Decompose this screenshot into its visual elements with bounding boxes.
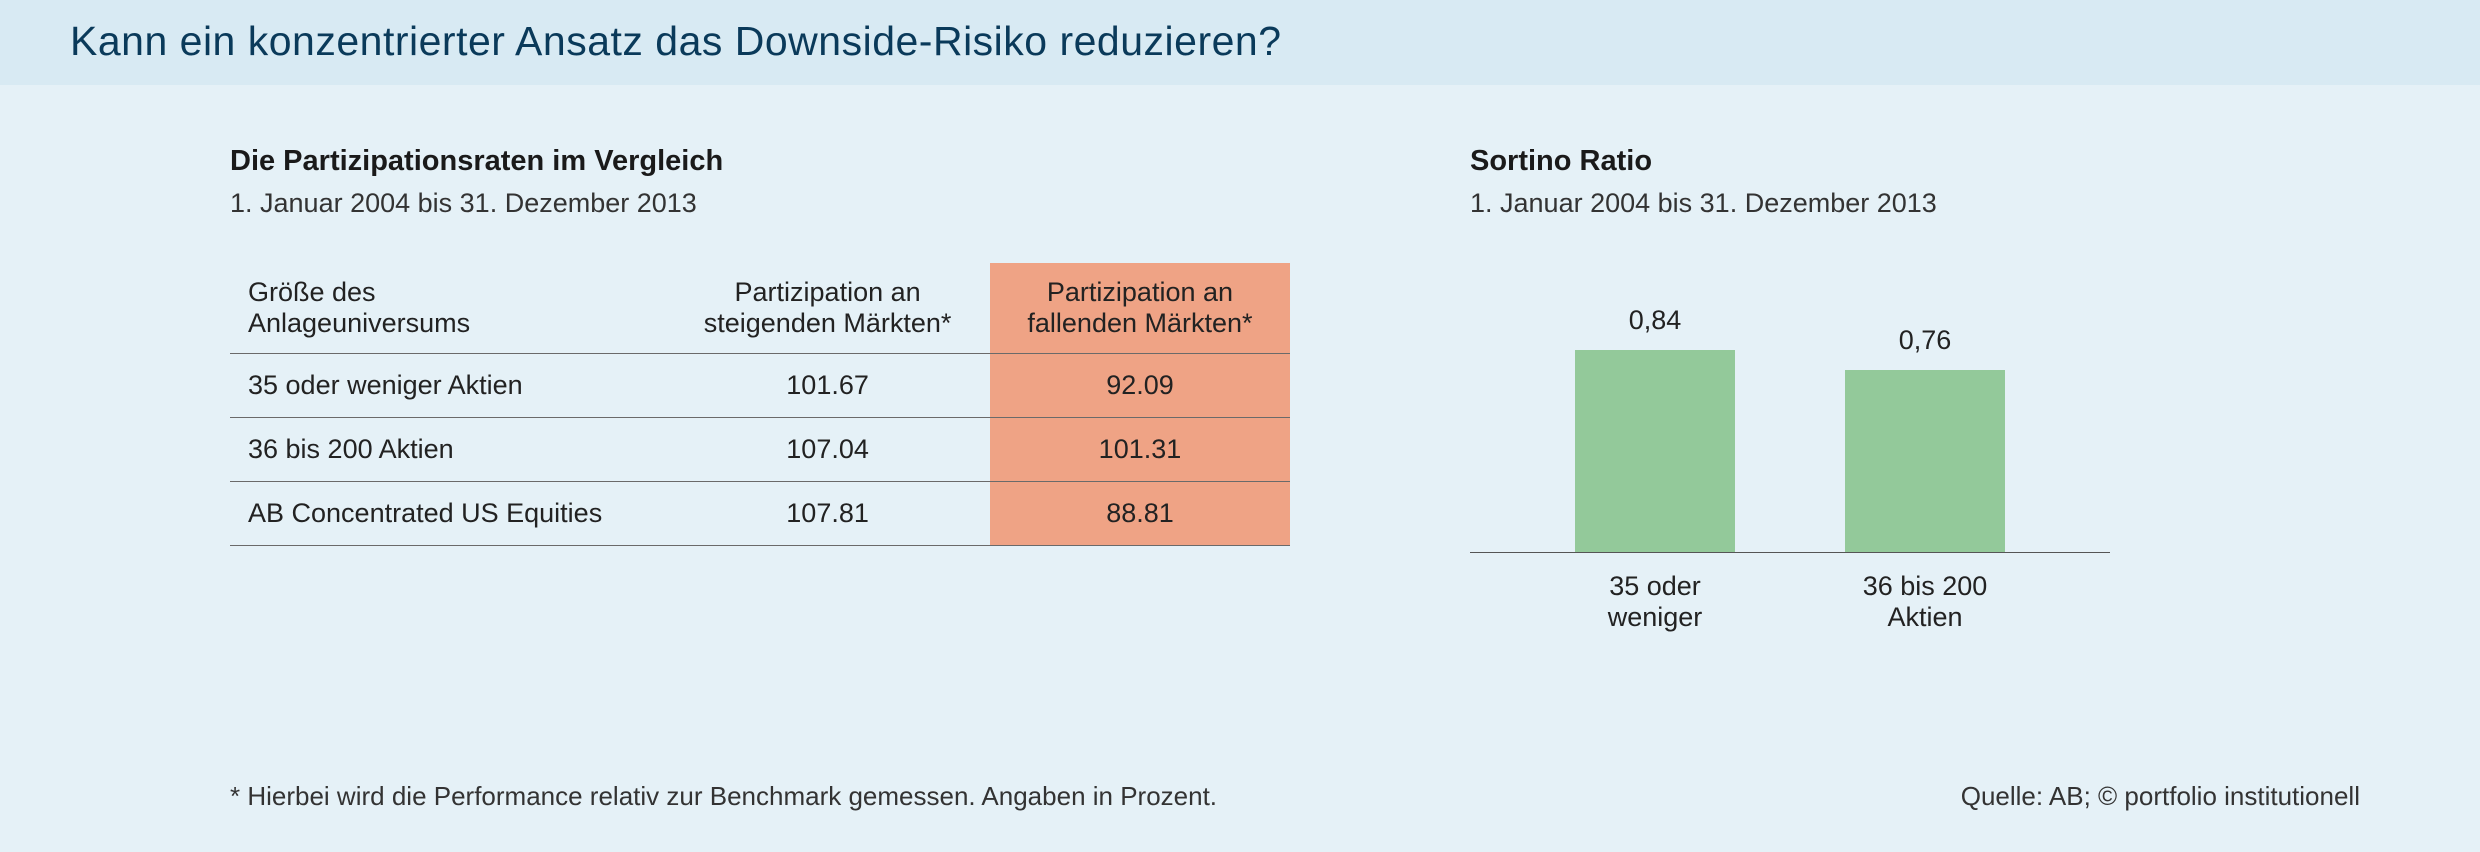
table-row: 36 bis 200 Aktien 107.04 101.31 <box>230 418 1290 482</box>
content-area: Die Partizipationsraten im Vergleich 1. … <box>0 85 2480 761</box>
source-attribution: Quelle: AB; © portfolio institutionell <box>1961 781 2360 812</box>
table-header-down: Partizipation an fallenden Märkten* <box>990 263 1290 354</box>
chart-subtitle: 1. Januar 2004 bis 31. Dezember 2013 <box>1470 188 2110 219</box>
chart-title: Sortino Ratio <box>1470 145 2110 178</box>
cell-up: 101.67 <box>665 354 990 418</box>
table-subtitle: 1. Januar 2004 bis 31. Dezember 2013 <box>230 188 1290 219</box>
cell-down: 92.09 <box>990 354 1290 418</box>
sortino-chart-panel: Sortino Ratio 1. Januar 2004 bis 31. Dez… <box>1470 145 2110 761</box>
cell-down: 88.81 <box>990 482 1290 546</box>
bar <box>1575 350 1735 552</box>
participation-table: Größe des Anlageuniversums Partizipation… <box>230 263 1290 546</box>
bar-labels-row: 35 oder weniger 36 bis 200 Aktien <box>1470 553 2110 633</box>
bar-group: 0,84 <box>1565 305 1745 552</box>
table-header-universe: Größe des Anlageuniversums <box>230 263 665 354</box>
bar-value-label: 0,76 <box>1899 325 1952 356</box>
footnote: * Hierbei wird die Performance relativ z… <box>230 781 1217 812</box>
page-title: Kann ein konzentrierter Ansatz das Downs… <box>0 0 2480 85</box>
cell-up: 107.04 <box>665 418 990 482</box>
row-label: 36 bis 200 Aktien <box>230 418 665 482</box>
infographic-container: Kann ein konzentrierter Ansatz das Downs… <box>0 0 2480 852</box>
cell-up: 107.81 <box>665 482 990 546</box>
table-header-up: Partizipation an steigenden Märkten* <box>665 263 990 354</box>
bar-value-label: 0,84 <box>1629 305 1682 336</box>
cell-down: 101.31 <box>990 418 1290 482</box>
table-row: 35 oder weniger Aktien 101.67 92.09 <box>230 354 1290 418</box>
table-row: AB Concentrated US Equities 107.81 88.81 <box>230 482 1290 546</box>
bar-category-label: 36 bis 200 Aktien <box>1835 571 2015 633</box>
bar <box>1845 370 2005 552</box>
row-label: 35 oder weniger Aktien <box>230 354 665 418</box>
row-label: AB Concentrated US Equities <box>230 482 665 546</box>
table-title: Die Partizipationsraten im Vergleich <box>230 145 1290 178</box>
bar-chart: 0,84 0,76 <box>1470 263 2110 553</box>
footer: * Hierbei wird die Performance relativ z… <box>0 761 2480 852</box>
bar-group: 0,76 <box>1835 325 2015 552</box>
bar-category-label: 35 oder weniger <box>1565 571 1745 633</box>
participation-table-panel: Die Partizipationsraten im Vergleich 1. … <box>230 145 1290 761</box>
